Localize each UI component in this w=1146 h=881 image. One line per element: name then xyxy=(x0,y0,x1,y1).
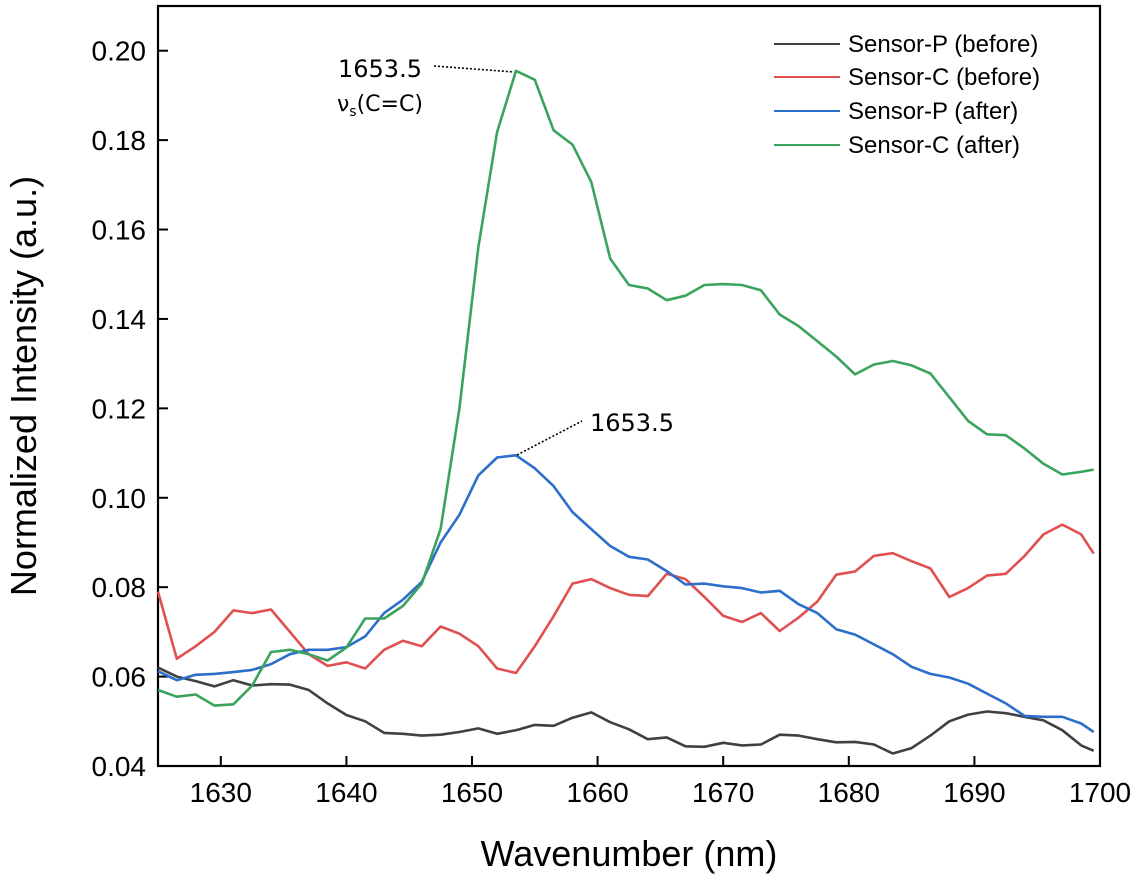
annotation-sublabel-sensor-c-after: νs(C=C) xyxy=(337,92,423,120)
legend-label-sensor-c-after: Sensor-C (after) xyxy=(848,132,1020,159)
x-tick-label: 1700 xyxy=(1069,777,1131,808)
annotation-label-sensor-p-after: 1653.5 xyxy=(590,409,674,437)
plot-frame xyxy=(156,4,1102,768)
x-tick-label: 1640 xyxy=(315,777,377,808)
y-tick-label: 0.08 xyxy=(92,572,147,603)
y-tick-label: 0.06 xyxy=(92,662,147,693)
series-lines xyxy=(156,69,1095,755)
x-tick-label: 1630 xyxy=(190,777,252,808)
legend-label-sensor-p-after: Sensor-P (after) xyxy=(848,98,1018,125)
annotation-peak-sensor-c-after: 1653.5 νs(C=C) xyxy=(337,55,515,120)
y-tick-label: 0.10 xyxy=(92,483,147,514)
y-tick-label: 0.16 xyxy=(92,215,147,246)
x-tick-label: 1690 xyxy=(943,777,1005,808)
series-line-sensor-p-after xyxy=(157,453,1095,734)
series-line-sensor-c-before xyxy=(156,523,1095,675)
legend-label-sensor-c-before: Sensor-C (before) xyxy=(848,64,1040,91)
y-tick-label: 0.20 xyxy=(92,36,147,67)
annotation-label-sensor-c-after: 1653.5 xyxy=(338,55,422,83)
annotation-leader-sensor-p-after xyxy=(516,420,583,456)
axes-ticks: 1630 1640 1650 1660 1670 1680 1690 1700 0.04 0.06… xyxy=(92,36,1132,808)
x-tick-label: 1660 xyxy=(566,777,628,808)
annotation-peak-sensor-p-after: 1653.5 xyxy=(516,409,674,456)
legend-label-sensor-p-before: Sensor-P (before) xyxy=(848,31,1038,58)
series-line-sensor-p-before xyxy=(157,666,1095,755)
y-tick-label: 0.12 xyxy=(92,393,147,424)
x-tick-label: 1650 xyxy=(441,777,503,808)
y-tick-label: 0.18 xyxy=(92,125,147,156)
y-tick-label: 0.14 xyxy=(92,304,147,335)
series-line-sensor-c-after xyxy=(157,69,1094,707)
annotation-leader-sensor-c-after xyxy=(433,65,515,73)
legend: Sensor-P (before) Sensor-C (before) Sens… xyxy=(774,31,1040,159)
x-tick-label: 1670 xyxy=(692,777,754,808)
x-axis-title: Wavenumber (nm) xyxy=(481,833,778,874)
y-tick-label: 0.04 xyxy=(92,751,147,782)
x-tick-label: 1680 xyxy=(818,777,880,808)
y-axis-title: Normalized Intensity (a.u.) xyxy=(3,176,44,596)
